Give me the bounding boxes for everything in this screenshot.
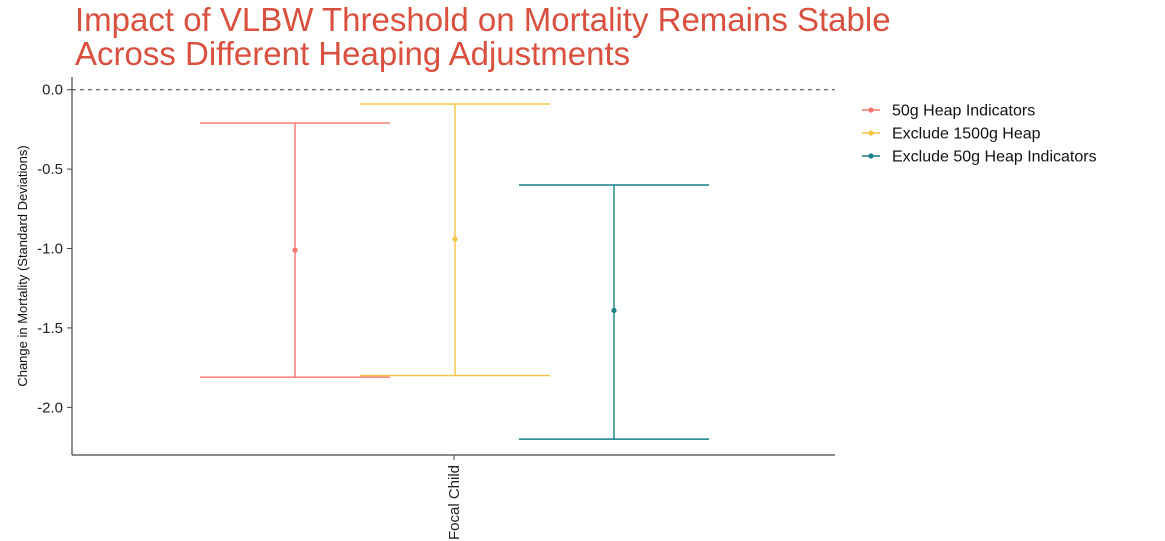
legend-item-1: 50g Heap Indicators	[862, 103, 1035, 120]
chart-title-line-2: Across Different Heaping Adjustments	[75, 35, 630, 72]
legend-label: Exclude 50g Heap Indicators	[892, 149, 1097, 166]
y-tick-label: -0.5	[37, 161, 63, 178]
legend-key-point	[868, 153, 874, 159]
errorbar-3	[519, 184, 709, 440]
legend-item-3: Exclude 50g Heap Indicators	[862, 149, 1097, 166]
plot-area: 0.0 -0.5 -1.0 -1.5 -2.0 Focal Child	[37, 77, 835, 540]
errorbar-1	[200, 122, 390, 378]
chart-title-line-1: Impact of VLBW Threshold on Mortality Re…	[75, 1, 891, 38]
legend-label: 50g Heap Indicators	[892, 103, 1035, 120]
legend-key-point	[868, 107, 874, 113]
y-tick-label: -1.0	[37, 241, 63, 258]
x-tick-label-focal-child: Focal Child	[446, 465, 463, 540]
errorbar-2	[360, 103, 550, 377]
legend: 50g Heap Indicators Exclude 1500g Heap Exc…	[862, 103, 1097, 166]
legend-key-point	[868, 130, 874, 136]
legend-label: Exclude 1500g Heap	[892, 126, 1041, 143]
legend-item-2: Exclude 1500g Heap	[862, 126, 1041, 143]
point-estimate	[452, 236, 458, 242]
y-tick-label: 0.0	[42, 82, 63, 99]
point-estimate	[292, 247, 298, 253]
y-tick-label: -2.0	[37, 399, 63, 416]
y-axis-title: Change in Mortality (Standard Deviations…	[15, 145, 30, 386]
y-tick-label: -1.5	[37, 320, 63, 337]
point-estimate	[611, 307, 617, 314]
